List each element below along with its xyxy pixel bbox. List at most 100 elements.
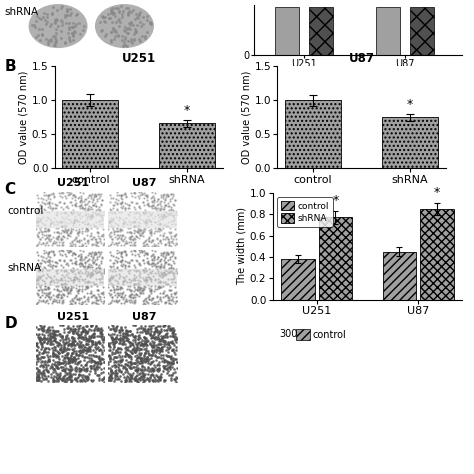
Point <box>62 11 69 19</box>
Point <box>59 348 66 356</box>
Point <box>105 364 112 371</box>
Point <box>113 200 121 208</box>
Point <box>48 241 55 249</box>
Point <box>127 290 134 298</box>
Point <box>65 345 73 353</box>
Point <box>70 30 77 37</box>
Point <box>122 360 130 368</box>
Point <box>80 346 87 354</box>
Point <box>150 361 158 368</box>
Point <box>135 370 143 377</box>
Point <box>112 366 120 374</box>
Point <box>55 198 63 206</box>
Point <box>108 286 115 294</box>
Point <box>70 279 77 286</box>
Point <box>64 366 72 374</box>
Point <box>47 190 55 197</box>
Point <box>130 246 138 254</box>
Point <box>61 227 68 235</box>
Point <box>75 261 82 268</box>
Point <box>81 234 88 242</box>
Point <box>79 276 86 284</box>
Point <box>64 226 72 233</box>
Point <box>61 38 69 46</box>
Point <box>144 359 152 367</box>
Point <box>84 277 91 284</box>
Point <box>165 322 173 329</box>
Point <box>63 11 71 19</box>
Point <box>45 250 52 258</box>
Point <box>75 352 83 359</box>
Point <box>142 338 149 346</box>
Point <box>37 298 45 305</box>
Point <box>120 236 128 243</box>
Point <box>62 376 69 383</box>
Point <box>84 278 91 286</box>
Point <box>164 191 172 199</box>
Point <box>75 278 82 285</box>
Point <box>94 324 102 331</box>
Point <box>157 263 165 270</box>
Point <box>122 377 130 385</box>
Point <box>93 326 101 334</box>
Point <box>72 363 80 371</box>
Point <box>160 261 167 268</box>
Point <box>42 345 49 352</box>
Point <box>147 261 155 268</box>
Point <box>73 237 81 245</box>
Point <box>91 293 99 301</box>
Point <box>171 335 179 342</box>
Point <box>64 227 72 234</box>
Point <box>46 237 54 245</box>
Point <box>95 291 102 298</box>
Point <box>40 191 48 199</box>
Point <box>99 291 107 298</box>
Point <box>169 269 176 276</box>
Point <box>64 7 71 14</box>
Point <box>140 266 147 273</box>
Point <box>89 220 97 228</box>
Point <box>135 213 143 221</box>
Point <box>161 213 168 220</box>
Point <box>47 371 55 378</box>
Point <box>117 283 124 291</box>
Point <box>62 336 70 343</box>
Point <box>62 333 69 340</box>
Point <box>47 247 55 255</box>
Point <box>172 291 179 298</box>
Point <box>163 333 171 340</box>
Point <box>41 228 48 235</box>
Point <box>114 4 121 11</box>
Point <box>40 335 47 342</box>
Point <box>70 237 77 244</box>
Point <box>159 333 167 340</box>
Point <box>171 368 179 376</box>
Point <box>117 290 124 297</box>
Point <box>43 366 50 374</box>
Point <box>69 349 76 356</box>
Point <box>98 274 105 282</box>
Point <box>44 334 51 342</box>
Point <box>165 363 173 371</box>
Point <box>32 340 39 348</box>
Point <box>69 370 76 378</box>
Point <box>38 344 46 351</box>
Point <box>108 9 115 17</box>
Point <box>85 202 93 210</box>
Point <box>56 192 64 200</box>
Point <box>92 202 100 210</box>
Point <box>54 224 62 232</box>
Point <box>171 355 179 362</box>
Point <box>110 265 118 273</box>
Point <box>36 236 44 243</box>
Point <box>42 292 50 299</box>
Point <box>32 353 39 360</box>
Point <box>74 229 82 237</box>
Point <box>104 376 112 384</box>
Point <box>138 369 146 377</box>
Point <box>81 201 88 209</box>
Point <box>171 342 178 349</box>
Point <box>55 358 63 366</box>
Point <box>140 282 147 290</box>
Point <box>154 268 162 275</box>
